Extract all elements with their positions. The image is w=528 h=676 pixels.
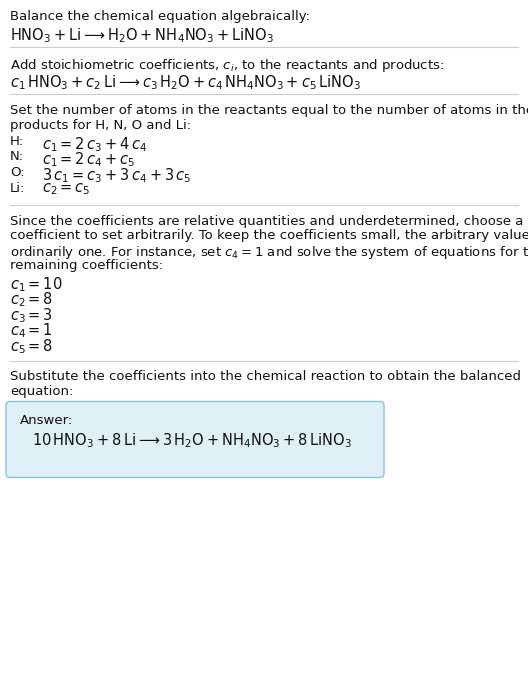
- Text: $c_1 = 10$: $c_1 = 10$: [10, 275, 63, 293]
- Text: N:: N:: [10, 151, 24, 164]
- Text: $c_3 = 3$: $c_3 = 3$: [10, 306, 53, 324]
- Text: $3\,c_1 = c_3 + 3\,c_4 + 3\,c_5$: $3\,c_1 = c_3 + 3\,c_4 + 3\,c_5$: [42, 166, 192, 185]
- Text: $c_4 = 1$: $c_4 = 1$: [10, 322, 53, 340]
- Text: Substitute the coefficients into the chemical reaction to obtain the balanced: Substitute the coefficients into the che…: [10, 370, 521, 383]
- Text: H:: H:: [10, 135, 24, 148]
- Text: Li:: Li:: [10, 181, 25, 195]
- Text: coefficient to set arbitrarily. To keep the coefficients small, the arbitrary va: coefficient to set arbitrarily. To keep …: [10, 229, 528, 243]
- Text: ordinarily one. For instance, set $c_4 = 1$ and solve the system of equations fo: ordinarily one. For instance, set $c_4 =…: [10, 244, 528, 261]
- FancyBboxPatch shape: [6, 402, 384, 477]
- Text: remaining coefficients:: remaining coefficients:: [10, 258, 163, 272]
- Text: $10\,\mathrm{HNO_3} + 8\,\mathrm{Li} \longrightarrow 3\,\mathrm{H_2O} + \mathrm{: $10\,\mathrm{HNO_3} + 8\,\mathrm{Li} \lo…: [32, 431, 352, 450]
- Text: $c_2 = c_5$: $c_2 = c_5$: [42, 181, 91, 197]
- Text: $c_1\,\mathrm{HNO_3} + c_2\,\mathrm{Li} \longrightarrow c_3\,\mathrm{H_2O} + c_4: $c_1\,\mathrm{HNO_3} + c_2\,\mathrm{Li} …: [10, 74, 361, 92]
- Text: O:: O:: [10, 166, 25, 179]
- Text: $c_5 = 8$: $c_5 = 8$: [10, 337, 53, 356]
- Text: $c_1 = 2\,c_4 + c_5$: $c_1 = 2\,c_4 + c_5$: [42, 151, 135, 169]
- Text: equation:: equation:: [10, 385, 73, 398]
- Text: Set the number of atoms in the reactants equal to the number of atoms in the: Set the number of atoms in the reactants…: [10, 104, 528, 117]
- Text: Add stoichiometric coefficients, $c_i$, to the reactants and products:: Add stoichiometric coefficients, $c_i$, …: [10, 57, 444, 74]
- Text: Since the coefficients are relative quantities and underdetermined, choose a: Since the coefficients are relative quan…: [10, 215, 523, 228]
- Text: Balance the chemical equation algebraically:: Balance the chemical equation algebraica…: [10, 10, 310, 23]
- Text: $c_2 = 8$: $c_2 = 8$: [10, 291, 53, 309]
- Text: Answer:: Answer:: [20, 414, 73, 427]
- Text: $c_1 = 2\,c_3 + 4\,c_4$: $c_1 = 2\,c_3 + 4\,c_4$: [42, 135, 147, 153]
- Text: products for H, N, O and Li:: products for H, N, O and Li:: [10, 118, 191, 132]
- Text: $\mathrm{HNO_3 + Li} \longrightarrow \mathrm{H_2O + NH_4NO_3 + LiNO_3}$: $\mathrm{HNO_3 + Li} \longrightarrow \ma…: [10, 26, 274, 45]
